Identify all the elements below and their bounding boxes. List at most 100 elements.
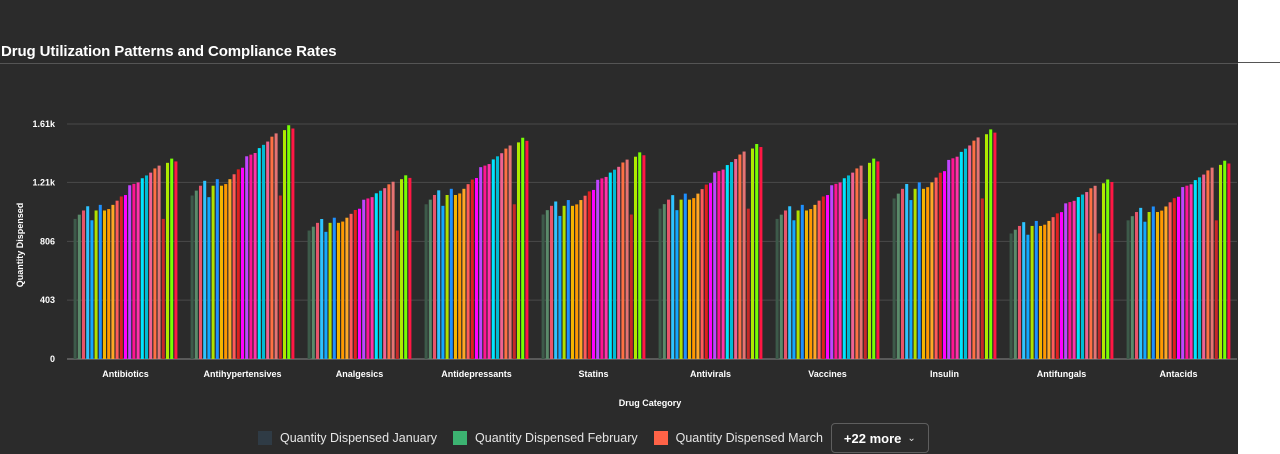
bar[interactable] [1210, 167, 1214, 359]
bar[interactable] [474, 177, 479, 359]
bar[interactable] [671, 195, 675, 359]
bar[interactable] [408, 177, 412, 359]
bar[interactable] [362, 199, 366, 359]
bar[interactable] [1160, 210, 1164, 359]
bar[interactable] [658, 208, 662, 359]
bar[interactable] [926, 187, 930, 359]
bar[interactable] [119, 196, 123, 359]
bar[interactable] [123, 195, 128, 359]
bar[interactable] [729, 162, 734, 359]
bar[interactable] [825, 195, 830, 359]
bar[interactable] [813, 204, 817, 359]
bar[interactable] [332, 217, 336, 359]
bar[interactable] [554, 201, 558, 359]
bar[interactable] [336, 222, 341, 359]
bar[interactable] [1009, 233, 1013, 359]
bar[interactable] [1059, 212, 1064, 359]
bar[interactable] [972, 140, 976, 359]
bar[interactable] [387, 184, 391, 359]
bar[interactable] [278, 195, 282, 359]
bar[interactable] [1068, 202, 1072, 359]
bar[interactable] [608, 172, 612, 359]
bar[interactable] [872, 158, 876, 359]
bar[interactable] [963, 148, 968, 359]
bar[interactable] [755, 144, 759, 359]
bar[interactable] [725, 165, 729, 359]
bar[interactable] [207, 197, 211, 359]
bar[interactable] [1189, 184, 1193, 359]
bar[interactable] [838, 182, 842, 359]
bar[interactable] [1101, 183, 1106, 359]
bar[interactable] [1134, 212, 1139, 359]
bar[interactable] [859, 165, 863, 359]
bar[interactable] [315, 222, 320, 359]
bar[interactable] [863, 218, 867, 359]
bar[interactable] [395, 230, 399, 359]
bar[interactable] [228, 179, 232, 359]
bar[interactable] [1085, 192, 1089, 359]
bar[interactable] [1026, 234, 1030, 359]
bar[interactable] [341, 221, 345, 359]
bar[interactable] [821, 196, 825, 359]
bar[interactable] [370, 197, 374, 359]
bar[interactable] [1185, 185, 1189, 359]
bar[interactable] [94, 210, 98, 359]
bar[interactable] [587, 191, 591, 359]
bar[interactable] [575, 204, 579, 359]
bar[interactable] [428, 199, 432, 359]
bar[interactable] [1093, 185, 1097, 359]
bar[interactable] [621, 162, 625, 359]
bar[interactable] [357, 208, 362, 359]
bar[interactable] [245, 156, 249, 359]
bar[interactable] [1038, 225, 1043, 359]
bar[interactable] [1126, 220, 1130, 359]
bar[interactable] [261, 144, 266, 359]
bar[interactable] [219, 185, 224, 359]
bar[interactable] [86, 206, 90, 359]
bar[interactable] [170, 158, 174, 359]
bar[interactable] [266, 141, 270, 359]
bar[interactable] [905, 183, 909, 359]
bar[interactable] [993, 132, 997, 359]
bar[interactable] [900, 188, 905, 359]
bar[interactable] [111, 204, 115, 359]
bar[interactable] [378, 190, 383, 359]
bar[interactable] [399, 179, 404, 359]
bar[interactable] [466, 184, 470, 359]
bar[interactable] [441, 205, 445, 359]
bar[interactable] [930, 182, 934, 359]
bar[interactable] [570, 205, 575, 359]
bar[interactable] [625, 159, 629, 359]
bar[interactable] [232, 174, 236, 359]
bar[interactable] [424, 204, 428, 359]
legend-more-button[interactable]: +22 more ⌄ [830, 423, 929, 453]
bar[interactable] [1214, 220, 1218, 359]
bar[interactable] [291, 128, 295, 360]
bar[interactable] [249, 154, 253, 359]
bar[interactable] [804, 210, 809, 359]
bar[interactable] [692, 198, 696, 359]
bar[interactable] [1139, 207, 1143, 359]
bar[interactable] [1022, 222, 1026, 359]
bar[interactable] [700, 189, 704, 359]
bar[interactable] [102, 210, 107, 359]
bar[interactable] [1034, 220, 1038, 359]
bar[interactable] [842, 178, 846, 359]
bar[interactable] [194, 190, 198, 359]
bar[interactable] [203, 180, 207, 359]
bar[interactable] [211, 185, 215, 359]
bar[interactable] [662, 204, 666, 359]
bar[interactable] [867, 162, 872, 359]
bar[interactable] [955, 156, 959, 359]
bar[interactable] [1206, 170, 1210, 359]
bar[interactable] [1030, 225, 1034, 359]
bar[interactable] [516, 142, 521, 359]
bar[interactable] [759, 147, 763, 359]
bar[interactable] [562, 205, 566, 359]
bar[interactable] [500, 153, 504, 359]
bar[interactable] [479, 167, 483, 359]
bar[interactable] [132, 183, 136, 359]
bar[interactable] [495, 156, 500, 359]
bar[interactable] [792, 220, 796, 359]
bar[interactable] [604, 176, 608, 359]
